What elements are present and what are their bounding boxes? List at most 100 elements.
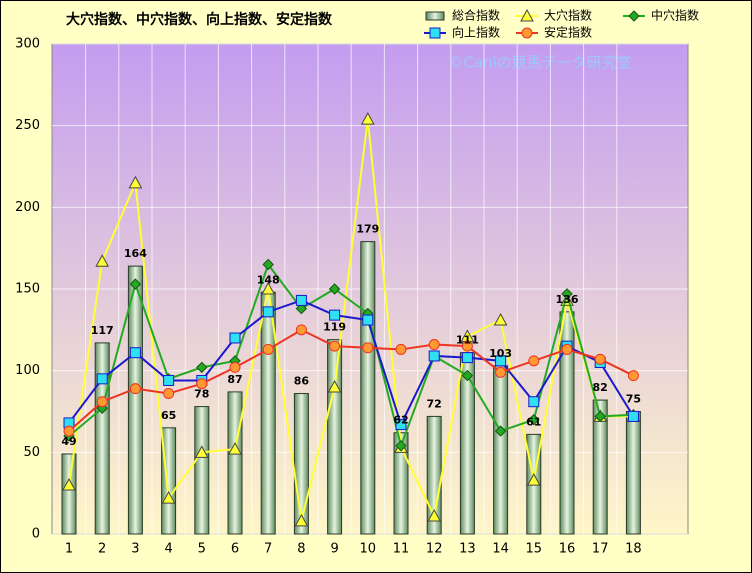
bar xyxy=(61,453,77,535)
point xyxy=(427,508,442,522)
point xyxy=(495,366,507,378)
point xyxy=(428,339,440,351)
value-label: 119 xyxy=(323,321,346,334)
point xyxy=(362,314,374,326)
point xyxy=(196,361,208,374)
bar xyxy=(327,339,343,535)
point xyxy=(229,361,241,373)
bar xyxy=(360,241,376,535)
x-tick-label: 8 xyxy=(297,542,305,557)
value-label: 117 xyxy=(91,324,114,337)
value-label: 179 xyxy=(356,223,379,236)
value-label: 61 xyxy=(526,415,541,428)
point xyxy=(129,347,141,359)
point xyxy=(627,370,639,382)
value-label: 82 xyxy=(593,381,608,394)
value-label: 72 xyxy=(427,397,442,410)
legend-marker xyxy=(520,8,534,22)
x-tick-label: 3 xyxy=(131,542,139,557)
bar xyxy=(493,365,509,535)
point xyxy=(362,342,374,354)
point xyxy=(96,396,108,408)
value-label: 62 xyxy=(393,414,408,427)
x-tick-label: 5 xyxy=(198,542,206,557)
point xyxy=(129,383,141,395)
bar xyxy=(559,311,575,535)
x-tick-label: 14 xyxy=(492,542,509,557)
legend-label: 大穴指数 xyxy=(544,8,592,23)
point xyxy=(561,288,573,300)
value-label: 164 xyxy=(124,247,147,260)
x-tick-label: 17 xyxy=(592,542,609,557)
bar xyxy=(194,406,210,535)
point xyxy=(395,419,407,431)
point xyxy=(261,281,276,295)
point xyxy=(395,343,407,355)
y-tick-label: 50 xyxy=(23,445,40,460)
bar xyxy=(161,427,177,535)
x-tick-label: 9 xyxy=(330,542,338,557)
point xyxy=(561,343,573,355)
legend-marker xyxy=(521,27,533,39)
legend-marker xyxy=(429,27,441,39)
value-label: 136 xyxy=(556,293,579,306)
x-tick-label: 4 xyxy=(164,542,172,557)
series-line xyxy=(68,119,634,522)
point xyxy=(528,355,540,367)
y-tick-label: 100 xyxy=(15,363,40,378)
point xyxy=(163,388,175,400)
point xyxy=(228,442,242,455)
value-label: 87 xyxy=(227,373,242,386)
point xyxy=(262,258,274,271)
point xyxy=(163,374,175,386)
point xyxy=(495,355,507,367)
point xyxy=(528,413,540,426)
x-tick-label: 2 xyxy=(98,542,106,557)
bar xyxy=(293,393,309,535)
point xyxy=(627,410,639,422)
point xyxy=(295,302,308,315)
x-tick-label: 10 xyxy=(360,542,377,557)
y-tick-label: 200 xyxy=(15,200,40,215)
watermark: ©Caniの競馬データ研究室 xyxy=(448,54,631,72)
point xyxy=(229,332,241,344)
chart-title: 大穴指数、中穴指数、向上指数、安定指数 xyxy=(66,11,333,28)
bar xyxy=(227,391,243,535)
point xyxy=(594,353,606,365)
value-label: 78 xyxy=(194,388,209,401)
point xyxy=(461,369,474,382)
value-label: 148 xyxy=(257,273,280,286)
point xyxy=(360,112,375,125)
value-label: 75 xyxy=(626,393,641,406)
bar xyxy=(592,399,608,535)
point xyxy=(262,343,274,355)
point xyxy=(395,440,407,452)
point xyxy=(328,283,341,295)
bar xyxy=(625,411,641,535)
series-line xyxy=(68,262,634,450)
point xyxy=(528,396,540,408)
point xyxy=(63,425,75,437)
x-tick-label: 12 xyxy=(426,542,443,557)
legend-label: 中穴指数 xyxy=(651,8,699,23)
x-tick-label: 18 xyxy=(625,542,642,557)
point xyxy=(196,378,208,390)
point xyxy=(526,473,541,486)
legend-swatch xyxy=(425,11,445,21)
bar xyxy=(127,265,143,535)
point xyxy=(295,294,307,306)
series-line xyxy=(68,328,634,432)
point xyxy=(161,491,176,504)
y-tick-label: 150 xyxy=(15,282,40,297)
x-tick-label: 15 xyxy=(526,542,543,557)
x-tick-label: 13 xyxy=(459,542,476,557)
value-label: 111 xyxy=(456,334,479,347)
point xyxy=(327,379,342,393)
value-label: 103 xyxy=(489,347,512,360)
point xyxy=(294,513,309,527)
point xyxy=(128,175,143,189)
point xyxy=(262,306,274,318)
point xyxy=(594,410,606,423)
series-line xyxy=(68,299,635,428)
